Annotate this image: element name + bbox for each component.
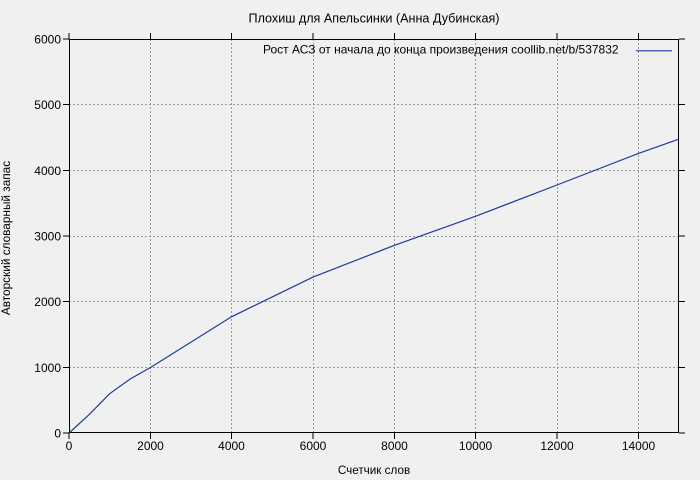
svg-text:6000: 6000 [300,439,327,453]
svg-text:Рост АСЗ от начала до конца пр: Рост АСЗ от начала до конца произведения… [263,43,619,57]
svg-text:10000: 10000 [459,439,493,453]
svg-text:6000: 6000 [34,33,61,47]
svg-text:4000: 4000 [218,439,245,453]
svg-text:5000: 5000 [34,98,61,112]
svg-text:12000: 12000 [540,439,574,453]
svg-text:2000: 2000 [137,439,164,453]
svg-text:Плохиш для Апельсинки (Анна Ду: Плохиш для Апельсинки (Анна Дубинская) [249,12,500,26]
svg-text:8000: 8000 [381,439,408,453]
svg-text:0: 0 [54,427,61,441]
svg-text:Счетчик слов: Счетчик слов [338,464,410,477]
svg-text:14000: 14000 [622,439,656,453]
svg-text:1000: 1000 [34,361,61,375]
svg-text:4000: 4000 [34,164,61,178]
svg-text:2000: 2000 [34,295,61,309]
svg-text:Авторский словарный запас: Авторский словарный запас [0,161,13,315]
svg-text:3000: 3000 [34,230,61,244]
svg-text:0: 0 [66,439,73,453]
